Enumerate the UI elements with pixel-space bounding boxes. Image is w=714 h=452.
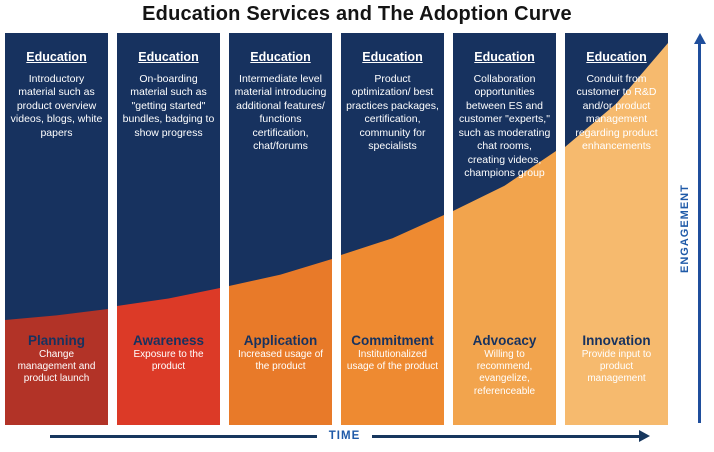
education-header: Education [138,50,199,64]
time-right-arrow-icon [639,430,651,442]
stage-description: Willing to recommend, evangelize, refere… [473,349,536,397]
stage-label: Application [243,333,318,348]
education-description: Product optimization/ best practices pac… [346,73,439,153]
education-description: Introductory material such as product ov… [10,73,103,139]
time-axis-line-left [50,434,317,438]
stage-label: Planning [28,333,85,348]
stage-description: Provide input to product management [581,349,652,385]
column-innovation: Education Conduit from customer to R&D an… [565,33,668,425]
education-header: Education [474,50,535,64]
stage-block-advocacy: Advocacy Willing to recommend, evangelize… [455,333,554,425]
education-description: On-boarding material such as "getting st… [122,73,215,139]
time-axis: TIME [50,430,651,442]
stage-description: Change management and product launch [17,349,96,385]
stage-label: Innovation [582,333,651,348]
education-header: Education [250,50,311,64]
column-commitment: Education Product optimization/ best prac… [341,33,444,425]
engagement-axis-line [698,42,701,423]
education-header: Education [586,50,647,64]
curve-fill-commitment [341,215,444,425]
education-header: Education [362,50,423,64]
stage-block-awareness: Awareness Exposure to the product [119,333,218,425]
stage-block-commitment: Commitment Institutionalized usage of the… [343,333,442,425]
curve-fill-planning [5,309,108,425]
education-description: Conduit from customer to R&D and/or prod… [575,73,658,153]
stage-label: Commitment [351,333,434,348]
stage-description: Increased usage of the product [237,349,324,373]
stage-label: Awareness [132,333,205,348]
education-description: Collaboration opportunities between ES a… [458,73,551,180]
stage-description: Exposure to the product [133,349,204,373]
time-axis-label: TIME [328,430,361,442]
engagement-axis: ENGAGEMENT [670,33,714,425]
column-planning: Education Introductory material such as p… [5,33,108,425]
curve-fill-awareness [117,288,220,425]
curve-fill-application [229,259,332,425]
stage-label: Advocacy [472,333,537,348]
stage-block-planning: Planning Change management and product la… [7,333,106,425]
stage-columns: Education Introductory material such as p… [5,33,668,425]
engagement-axis-label: ENGAGEMENT [679,184,691,274]
column-awareness: Education On-boarding material such as "g… [117,33,220,425]
engagement-up-arrow-icon [694,33,706,44]
education-header: Education [26,50,87,64]
column-application: Education Intermediate level material int… [229,33,332,425]
stage-description: Institutionalized usage of the product [346,349,439,373]
stage-block-innovation: Innovation Provide input to product manag… [567,333,666,425]
stage-block-application: Application Increased usage of the produc… [231,333,330,425]
page-title: Education Services and The Adoption Curv… [142,3,572,25]
education-description: Intermediate level material introducing … [234,73,327,153]
column-advocacy: Education Collaboration opportunities bet… [453,33,556,425]
time-axis-line-right [372,434,640,438]
